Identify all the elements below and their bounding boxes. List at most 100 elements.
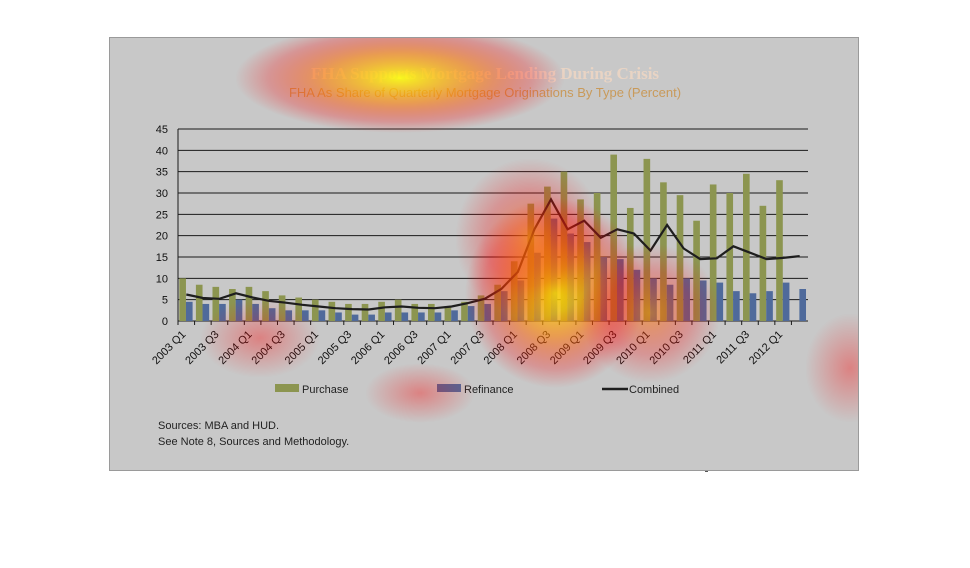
bar-purchase: [361, 303, 369, 321]
x-tick-label: 2004 Q1: [216, 329, 254, 367]
legend-label: Combined: [629, 384, 679, 396]
legend-swatch: [275, 384, 299, 392]
bar-refinance: [335, 312, 342, 321]
x-tick-label: 2009 Q3: [581, 329, 619, 367]
bar-purchase: [726, 193, 734, 321]
bar-refinance: [799, 289, 807, 321]
x-tick-label: 2003 Q3: [183, 329, 221, 367]
bar-purchase: [311, 299, 319, 321]
x-tick-label: 2011 Q3: [714, 329, 752, 367]
bar-refinance: [268, 308, 276, 321]
bar-purchase: [693, 220, 700, 321]
bar-purchase: [560, 171, 568, 321]
bar-refinance: [202, 303, 210, 321]
x-tick-label: 2005 Q1: [283, 329, 321, 367]
y-tick-label: 25: [156, 209, 168, 221]
y-tick-label: 0: [162, 316, 168, 328]
bar-refinance: [633, 269, 641, 321]
bar-refinance: [500, 291, 508, 321]
x-tick-label: 2005 Q3: [316, 329, 354, 367]
bar-refinance: [683, 278, 690, 321]
y-tick-label: 10: [156, 273, 168, 285]
bar-purchase: [510, 261, 518, 321]
x-tick-label: 2010 Q1: [614, 329, 652, 367]
bar-refinance: [285, 310, 293, 321]
x-tick-label: 2003 Q1: [150, 329, 188, 367]
bar-refinance: [219, 303, 226, 321]
bar-refinance: [235, 299, 243, 321]
x-tick-label: 2012 Q1: [747, 329, 785, 367]
bar-refinance: [401, 312, 409, 321]
chart-title: FHA Supports Mortgage Lending During Cri…: [310, 64, 660, 83]
bar-refinance: [749, 293, 757, 321]
y-tick-label: 45: [156, 124, 168, 136]
legend-label: Purchase: [302, 384, 348, 396]
bar-refinance: [451, 310, 458, 321]
x-tick-label: 2006 Q3: [382, 329, 420, 367]
x-tick-label: 2006 Q1: [349, 329, 387, 367]
bar-purchase: [394, 299, 402, 321]
bar-refinance: [617, 259, 624, 321]
bar-purchase: [743, 173, 750, 321]
bar-purchase: [245, 286, 253, 321]
bar-refinance: [716, 282, 724, 321]
x-tick-label: 2007 Q3: [449, 329, 487, 367]
bar-purchase: [262, 291, 269, 321]
line-combined: [186, 197, 800, 311]
bar-refinance: [517, 280, 525, 321]
legend-swatch: [437, 384, 461, 392]
bar-purchase: [295, 297, 303, 321]
y-tick-label: 40: [156, 145, 168, 157]
bar-refinance: [434, 312, 442, 321]
bar-purchase: [378, 301, 385, 321]
bar-refinance: [766, 291, 773, 321]
bar-refinance: [666, 284, 674, 321]
bar-purchase: [345, 303, 352, 321]
bar-purchase: [411, 303, 419, 321]
sources-note: Sources: MBA and HUD.: [158, 420, 280, 432]
y-tick-label: 30: [156, 188, 168, 200]
bar-refinance: [351, 314, 359, 321]
x-tick-label: 2004 Q3: [250, 329, 288, 367]
y-tick-label: 15: [156, 252, 168, 264]
bar-purchase: [328, 301, 336, 321]
y-tick-label: 35: [156, 167, 168, 179]
x-tick-label: 2009 Q1: [548, 329, 586, 367]
bar-purchase: [626, 207, 634, 321]
bar-purchase: [212, 286, 220, 321]
x-tick-label: 2008 Q1: [482, 329, 520, 367]
bar-purchase: [195, 284, 203, 321]
methodology-note: See Note 8, Sources and Methodology.: [158, 436, 350, 448]
bar-purchase: [428, 303, 435, 321]
bar-refinance: [185, 301, 193, 321]
bar-refinance: [418, 312, 425, 321]
bar-purchase: [676, 195, 684, 321]
x-tick-label: 2011 Q1: [681, 329, 719, 367]
bar-purchase: [444, 306, 452, 321]
bar-purchase: [577, 199, 584, 321]
y-tick-label: 5: [162, 295, 168, 307]
bar-refinance: [600, 257, 608, 321]
bar-refinance: [567, 233, 574, 321]
bar-purchase: [776, 180, 783, 321]
bar-refinance: [583, 242, 591, 321]
x-tick-label: 2008 Q3: [515, 329, 553, 367]
legend-label: Refinance: [464, 384, 514, 396]
bar-purchase: [527, 203, 535, 321]
bar-refinance: [650, 278, 657, 321]
bar-refinance: [782, 282, 790, 321]
bar-refinance: [252, 303, 259, 321]
bar-purchase: [278, 295, 286, 321]
x-tick-label: 2007 Q1: [415, 329, 453, 367]
bar-refinance: [550, 218, 558, 321]
bar-refinance: [318, 310, 326, 321]
chart-panel: 0 5 10 15 20 25 30 35 40 45 2003 Q1 2003 Q3 2004 Q1 2…: [109, 37, 859, 471]
bar-refinance: [302, 310, 309, 321]
bar-refinance: [733, 291, 740, 321]
bar-refinance: [384, 312, 392, 321]
bar-refinance: [699, 280, 707, 321]
bar-purchase: [660, 182, 667, 321]
bar-purchase: [593, 193, 601, 321]
y-tick-label: 20: [156, 231, 168, 243]
